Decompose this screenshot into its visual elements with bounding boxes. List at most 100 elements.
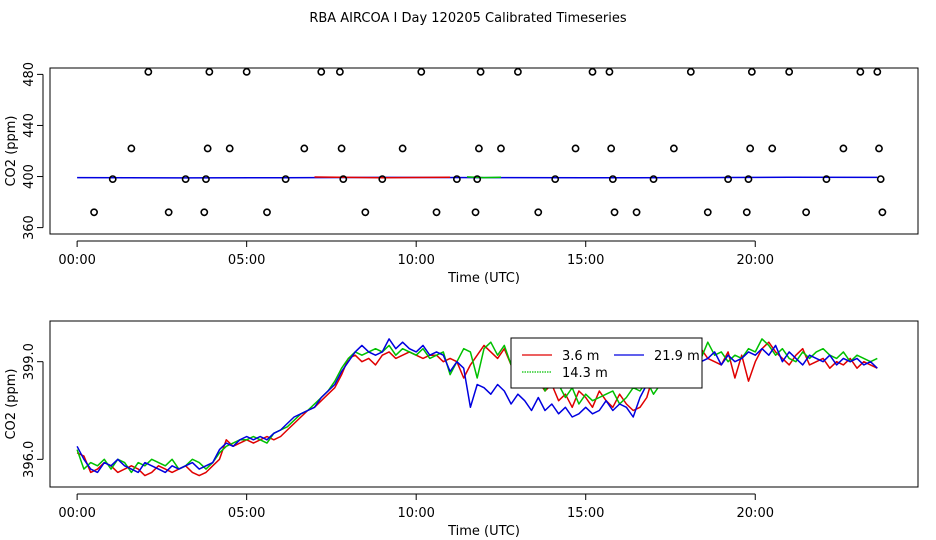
data-point	[205, 67, 214, 76]
data-point	[742, 208, 751, 217]
series-line-21-9-m	[76, 338, 878, 474]
data-point	[607, 144, 616, 153]
data-point	[473, 175, 482, 183]
data-point	[242, 67, 251, 76]
p1-x-tick-label: 20:00	[737, 253, 774, 268]
data-point	[744, 175, 753, 183]
data-point	[649, 175, 658, 183]
bottom-x-axis-label: Time (UTC)	[447, 524, 520, 539]
data-point	[822, 175, 831, 183]
bottom-y-axis-label: CO2 (ppm)	[4, 368, 19, 439]
series-line-3-6-m	[314, 176, 451, 179]
p2-y-tick-label: 396.0	[22, 441, 37, 478]
p1-x-tick-label: 05:00	[228, 253, 265, 268]
data-point	[108, 175, 117, 183]
data-point	[417, 67, 426, 76]
legend: 3.6 m 14.3 m 21.9 m	[510, 337, 703, 389]
data-point	[378, 175, 387, 183]
p1-x-tick-label: 00:00	[58, 253, 95, 268]
data-point	[605, 67, 614, 76]
p2-x-tick-label: 20:00	[737, 506, 774, 521]
data-point	[724, 175, 733, 183]
legend-box	[510, 337, 703, 389]
data-point	[164, 208, 173, 217]
data-point	[610, 208, 619, 217]
data-point	[839, 144, 848, 153]
series-line-14-3-m	[466, 176, 502, 179]
data-point	[475, 144, 483, 153]
series-line-3-6-m	[76, 341, 878, 477]
data-point	[856, 67, 865, 76]
p2-y-tick-label: 399.0	[22, 343, 37, 380]
top-points	[90, 67, 887, 217]
bottom-axes: 00:00 05:00 10:00 15:00 20:00 396.0 399.0	[22, 343, 774, 521]
top-plot-frame	[49, 67, 919, 235]
data-point	[300, 144, 309, 153]
data-point	[202, 175, 210, 183]
p1-x-tick-label: 15:00	[567, 253, 604, 268]
data-point	[785, 67, 794, 76]
data-point	[802, 208, 811, 217]
bottom-panel: Time (UTC) CO2 (ppm) 00:00 05:00 10:00 15:0…	[4, 320, 919, 539]
data-point	[335, 67, 344, 76]
data-point	[686, 67, 695, 76]
data-point	[263, 208, 271, 217]
top-series-lines	[77, 176, 878, 179]
data-point	[703, 208, 712, 217]
data-point	[571, 144, 580, 153]
data-point	[203, 144, 212, 153]
data-point	[669, 144, 678, 153]
top-x-axis-label: Time (UTC)	[447, 271, 520, 286]
p2-x-tick-label: 10:00	[397, 506, 434, 521]
data-point	[608, 175, 617, 183]
figure-title: RBA AIRCOA I Day 120205 Calibrated Times…	[309, 11, 627, 26]
data-point	[181, 175, 190, 183]
data-point	[339, 175, 348, 183]
p1-y-tick-label: 360	[22, 215, 37, 240]
data-point	[878, 208, 887, 217]
p1-x-tick-label: 10:00	[397, 253, 434, 268]
data-point	[746, 144, 755, 153]
p1-y-tick-label: 440	[22, 113, 37, 138]
data-point	[534, 208, 543, 217]
data-point	[476, 67, 485, 76]
data-point	[875, 144, 883, 153]
data-point	[144, 67, 153, 76]
p1-y-tick-label: 480	[22, 62, 37, 87]
series-line-14-3-m	[76, 338, 878, 474]
data-point	[551, 175, 560, 183]
data-point	[337, 144, 346, 153]
data-point	[398, 144, 407, 153]
data-point	[361, 208, 370, 217]
data-point	[876, 175, 885, 183]
legend-label-21-9m: 21.9 m	[654, 349, 700, 364]
data-point	[90, 208, 98, 217]
data-point	[281, 175, 290, 183]
data-point	[514, 67, 522, 76]
p2-x-tick-label: 00:00	[58, 506, 95, 521]
data-point	[873, 67, 882, 76]
data-point	[588, 67, 597, 76]
data-point	[200, 208, 209, 217]
data-point	[452, 175, 461, 183]
data-point	[768, 144, 777, 153]
data-point	[747, 67, 756, 76]
legend-label-3-6m: 3.6 m	[562, 349, 599, 364]
p1-y-tick-label: 400	[22, 164, 37, 189]
p2-x-tick-label: 15:00	[567, 506, 604, 521]
data-point	[432, 208, 441, 217]
top-panel: Time (UTC) CO2 (ppm) 00:00 05:00 10:00 15:0…	[4, 62, 919, 286]
top-y-axis-label: CO2 (ppm)	[4, 115, 19, 186]
bottom-plot-frame	[49, 320, 919, 488]
p2-x-tick-label: 05:00	[228, 506, 265, 521]
data-point	[317, 67, 326, 76]
data-point	[497, 144, 505, 153]
data-point	[632, 208, 641, 217]
top-axes: 00:00 05:00 10:00 15:00 20:00 360 400 440 480	[22, 62, 774, 268]
bottom-series-lines	[76, 338, 878, 477]
data-point	[127, 144, 136, 153]
legend-label-14-3m: 14.3 m	[562, 366, 608, 381]
data-point	[225, 144, 234, 153]
data-point	[471, 208, 480, 217]
